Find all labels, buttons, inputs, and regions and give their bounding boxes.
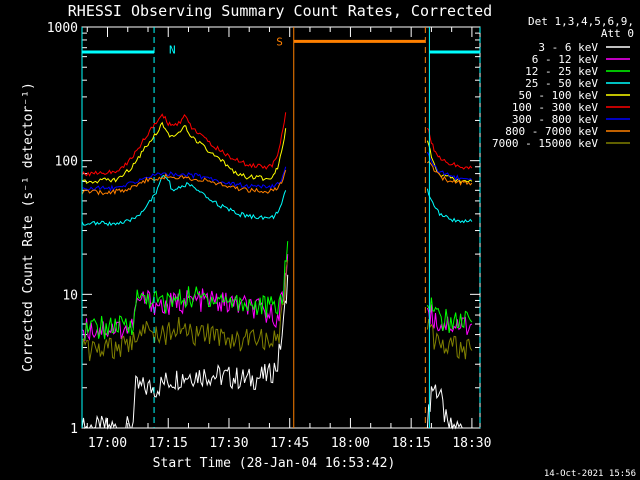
series-line [81,169,287,196]
x-tick-label: 18:15 [392,436,431,451]
x-axis-label: Start Time (28-Jan-04 16:53:42) [153,456,396,471]
legend-entry-label: 50 - 100 keV [519,89,599,102]
y-axis: 1 10 100 1000 [47,21,480,437]
legend-entry-label: 12 - 25 keV [525,65,598,78]
series-line [81,166,287,192]
x-tick-label: 17:00 [88,436,127,451]
series-line [81,274,289,430]
legend-entry-label: 3 - 6 keV [538,41,598,54]
series-line [81,254,289,341]
y-tick-label: 1000 [47,21,78,36]
legend-entry-label: 100 - 300 keV [512,101,598,114]
legend-entry-label: 800 - 7000 keV [505,125,598,138]
interval-flag-label: S [276,35,283,48]
series-line [426,384,472,430]
annotation-layer: NS [81,27,481,428]
series-layer [81,112,473,430]
legend-entry-label: 7000 - 15000 keV [492,137,598,150]
x-tick-label: 18:00 [331,436,370,451]
chart-title: RHESSI Observing Summary Count Rates, Co… [68,2,492,20]
y-tick-label: 1 [70,422,78,437]
x-tick-label: 17:45 [270,436,309,451]
timestamp: 14-Oct-2021 15:56 [544,469,636,479]
x-axis: 17:00 17:15 17:30 17:45 18:00 18:15 18:30 [86,27,491,451]
series-line [426,318,473,360]
x-tick-label: 17:30 [209,436,248,451]
y-tick-label: 10 [62,288,78,303]
legend-entry-label: 300 - 800 keV [512,113,598,126]
series-line [81,112,287,177]
series-line [81,260,289,362]
series-line [426,140,473,184]
series-line [427,161,473,186]
x-tick-label: 18:30 [452,436,491,451]
y-axis-label: Corrected Count Rate (s⁻¹ detector⁻¹) [21,82,36,372]
legend-entry-label: 6 - 12 keV [532,53,599,66]
series-line [81,121,287,184]
series-line [427,127,473,170]
x-tick-label: 17:15 [149,436,188,451]
legend-header: Att 0 [601,27,634,40]
series-line [426,188,473,224]
series-line [81,174,287,227]
series-line [426,297,473,333]
y-tick-label: 100 [55,155,78,170]
interval-flag-label: N [169,43,176,56]
series-line [426,152,473,182]
legend-header: Det 1,3,4,5,6,9, [528,15,634,28]
series-line [81,241,289,341]
legend-entry-label: 25 - 50 keV [525,77,598,90]
